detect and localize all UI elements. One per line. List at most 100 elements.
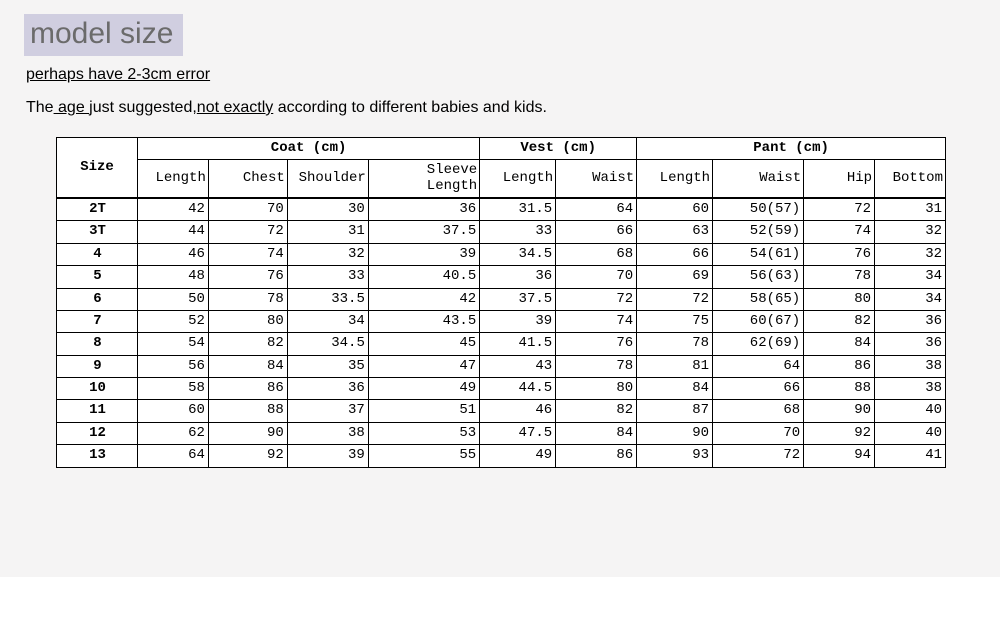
cell-pant-3: 34: [875, 266, 946, 288]
error-note: perhaps have 2-3cm error: [26, 66, 976, 84]
cell-pant-1: 50(57): [713, 198, 804, 221]
cell-size: 5: [57, 266, 138, 288]
cell-vest-0: 39: [480, 310, 556, 332]
cell-coat-1: 78: [208, 288, 287, 310]
cell-size: 6: [57, 288, 138, 310]
table-row: 548763340.536706956(63)7834: [57, 266, 946, 288]
cell-coat-2: 30: [287, 198, 368, 221]
col-coat-length: Length: [138, 160, 209, 198]
cell-pant-0: 93: [637, 445, 713, 467]
cell-vest-0: 49: [480, 445, 556, 467]
cell-vest-1: 68: [556, 243, 637, 265]
cell-pant-1: 68: [713, 400, 804, 422]
cell-coat-1: 84: [208, 355, 287, 377]
cell-vest-1: 84: [556, 422, 637, 444]
cell-coat-3: 39: [368, 243, 479, 265]
cell-size: 10: [57, 378, 138, 400]
cell-vest-1: 72: [556, 288, 637, 310]
cell-pant-2: 92: [804, 422, 875, 444]
cell-pant-2: 84: [804, 333, 875, 355]
cell-pant-2: 88: [804, 378, 875, 400]
cell-coat-2: 33.5: [287, 288, 368, 310]
cell-pant-2: 80: [804, 288, 875, 310]
cell-coat-0: 56: [138, 355, 209, 377]
cell-pant-2: 90: [804, 400, 875, 422]
cell-coat-1: 80: [208, 310, 287, 332]
cell-vest-0: 46: [480, 400, 556, 422]
cell-pant-0: 78: [637, 333, 713, 355]
table-row: 2T4270303631.5646050(57)7231: [57, 198, 946, 221]
table-row: 1364923955498693729441: [57, 445, 946, 467]
cell-coat-3: 42: [368, 288, 479, 310]
cell-pant-2: 78: [804, 266, 875, 288]
cell-size: 4: [57, 243, 138, 265]
cell-size: 8: [57, 333, 138, 355]
cell-pant-1: 64: [713, 355, 804, 377]
col-vest-length: Length: [480, 160, 556, 198]
cell-coat-0: 60: [138, 400, 209, 422]
cell-pant-1: 52(59): [713, 221, 804, 243]
age-note: The age just suggested,not exactly accor…: [26, 98, 976, 119]
cell-pant-3: 36: [875, 310, 946, 332]
table-wrap: Size Coat (cm) Vest (cm) Pant (cm) Lengt…: [24, 137, 976, 468]
cell-coat-3: 55: [368, 445, 479, 467]
age-note-post: according to different babies and kids.: [273, 99, 547, 116]
table-row: 956843547437881648638: [57, 355, 946, 377]
size-table: Size Coat (cm) Vest (cm) Pant (cm) Lengt…: [56, 137, 946, 468]
cell-coat-2: 35: [287, 355, 368, 377]
cell-vest-0: 47.5: [480, 422, 556, 444]
cell-coat-1: 92: [208, 445, 287, 467]
cell-coat-0: 50: [138, 288, 209, 310]
cell-pant-1: 70: [713, 422, 804, 444]
col-coat-shoulder: Shoulder: [287, 160, 368, 198]
cell-pant-3: 41: [875, 445, 946, 467]
table-row: 44674323934.5686654(61)7632: [57, 243, 946, 265]
cell-size: 3T: [57, 221, 138, 243]
cell-pant-1: 56(63): [713, 266, 804, 288]
cell-coat-0: 42: [138, 198, 209, 221]
group-vest: Vest (cm): [480, 137, 637, 159]
cell-coat-2: 34.5: [287, 333, 368, 355]
cell-coat-2: 32: [287, 243, 368, 265]
col-pant-waist: Waist: [713, 160, 804, 198]
cell-vest-0: 33: [480, 221, 556, 243]
cell-pant-1: 66: [713, 378, 804, 400]
cell-coat-0: 54: [138, 333, 209, 355]
cell-coat-0: 58: [138, 378, 209, 400]
cell-coat-3: 47: [368, 355, 479, 377]
cell-coat-3: 37.5: [368, 221, 479, 243]
cell-vest-1: 80: [556, 378, 637, 400]
col-vest-waist: Waist: [556, 160, 637, 198]
cell-pant-3: 32: [875, 221, 946, 243]
cell-coat-3: 43.5: [368, 310, 479, 332]
cell-vest-0: 37.5: [480, 288, 556, 310]
cell-pant-3: 38: [875, 355, 946, 377]
cell-pant-2: 74: [804, 221, 875, 243]
cell-coat-2: 39: [287, 445, 368, 467]
cell-coat-0: 62: [138, 422, 209, 444]
age-note-pre: The: [26, 99, 54, 116]
cell-coat-3: 53: [368, 422, 479, 444]
cell-pant-1: 54(61): [713, 243, 804, 265]
col-pant-bottom: Bottom: [875, 160, 946, 198]
cell-size: 2T: [57, 198, 138, 221]
cell-vest-0: 44.5: [480, 378, 556, 400]
cell-vest-1: 64: [556, 198, 637, 221]
age-note-mid: just suggested,: [89, 99, 197, 116]
cell-pant-2: 72: [804, 198, 875, 221]
size-chart-page: model size perhaps have 2-3cm error The …: [0, 0, 1000, 637]
cell-pant-2: 86: [804, 355, 875, 377]
cell-coat-1: 72: [208, 221, 287, 243]
cell-pant-0: 72: [637, 288, 713, 310]
cell-pant-3: 40: [875, 400, 946, 422]
cell-vest-0: 43: [480, 355, 556, 377]
cell-pant-0: 87: [637, 400, 713, 422]
cell-pant-3: 38: [875, 378, 946, 400]
cell-coat-3: 51: [368, 400, 479, 422]
group-pant: Pant (cm): [637, 137, 946, 159]
cell-pant-1: 62(69): [713, 333, 804, 355]
table-body: 2T4270303631.5646050(57)72313T44723137.5…: [57, 198, 946, 467]
cell-coat-0: 64: [138, 445, 209, 467]
cell-pant-0: 84: [637, 378, 713, 400]
cell-coat-0: 46: [138, 243, 209, 265]
